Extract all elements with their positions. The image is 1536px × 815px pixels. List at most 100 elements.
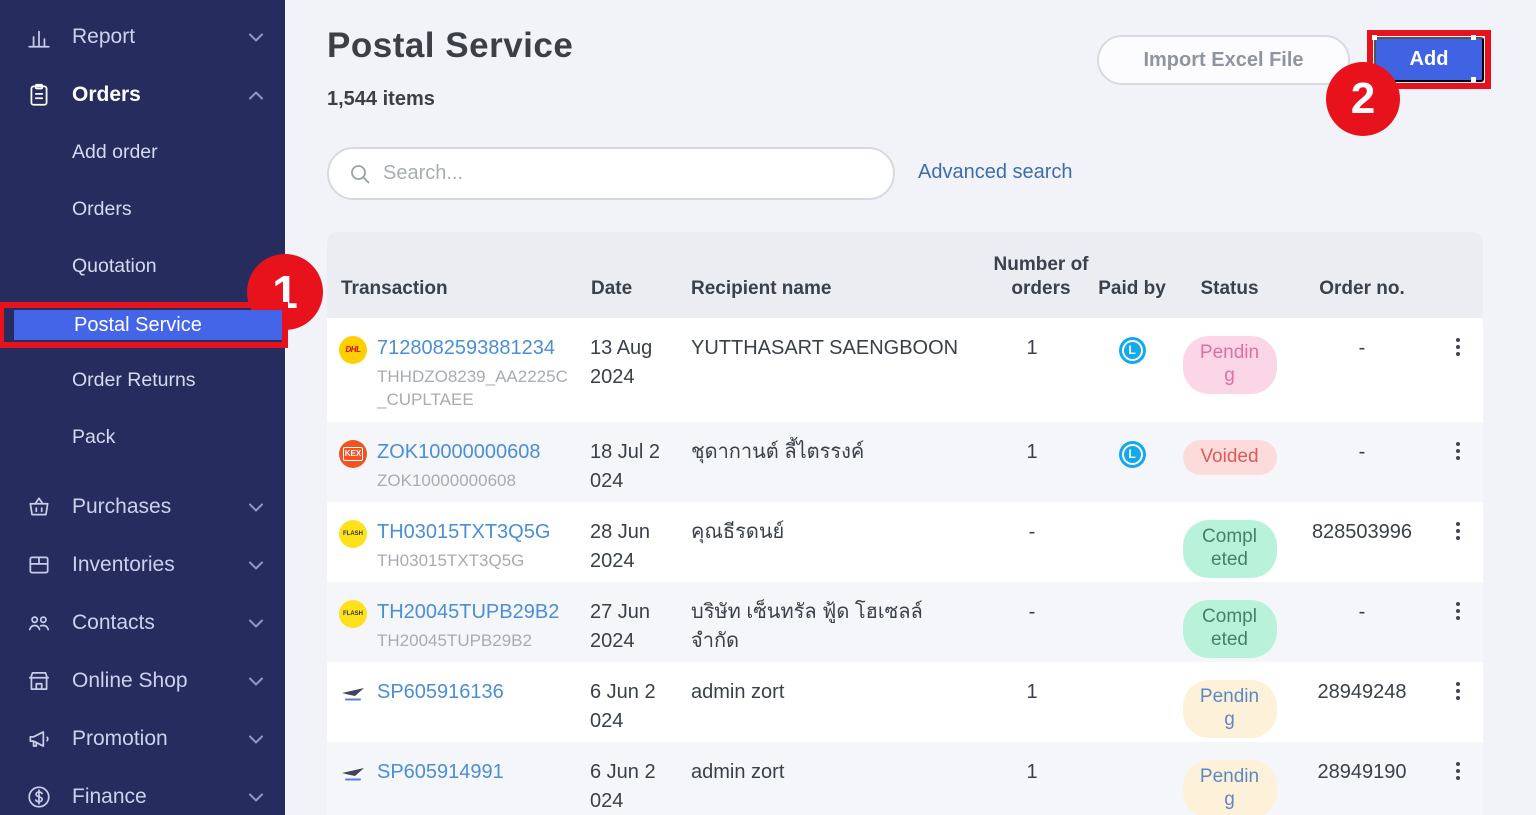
sidebar: Report Orders Add order Orders Quotation… <box>0 0 323 815</box>
col-header-transaction: Transaction <box>341 278 448 300</box>
dollar-icon <box>24 784 54 810</box>
tracking-link[interactable]: 7128082593881234 <box>377 337 555 359</box>
annotation-step-2-box: Add <box>1367 30 1491 89</box>
paid-by-line-icon: L <box>1118 441 1146 469</box>
sp-logo-icon <box>339 760 367 788</box>
recipient-cell: บริษัท เซ็นทรัล ฟู้ด โฮเซลล์ จำกัด <box>691 601 923 652</box>
dhl-logo-icon: DHL <box>339 336 367 364</box>
bar-chart-icon <box>24 24 54 50</box>
advanced-search-link[interactable]: Advanced search <box>918 161 1073 183</box>
import-excel-button[interactable]: Import Excel File <box>1097 35 1350 85</box>
tracking-link[interactable]: TH03015TXT3Q5G <box>377 521 551 543</box>
add-button[interactable]: Add <box>1374 37 1484 82</box>
sidebar-item-postal-service[interactable]: Postal Service <box>14 310 282 340</box>
chevron-up-icon <box>249 91 263 99</box>
row-menu-button[interactable] <box>1448 602 1468 620</box>
search-input[interactable] <box>383 162 873 185</box>
sidebar-item-report[interactable]: Report <box>0 8 285 66</box>
main-content: Postal Service 1,544 items Import Excel … <box>285 0 1536 815</box>
date-cell: 6 Jun 2024 <box>590 761 656 812</box>
row-menu-button[interactable] <box>1448 338 1468 356</box>
sidebar-item-purchases[interactable]: Purchases <box>0 478 285 536</box>
order-no-cell: - <box>1358 601 1366 623</box>
status-badge: Completed <box>1182 600 1277 658</box>
status-badge: Voided <box>1182 440 1277 475</box>
sidebar-subitem-orders[interactable]: Orders <box>72 198 132 220</box>
recipient-cell: ชุดากานต์ ลี้ไตรรงค์ <box>691 441 865 463</box>
order-no-cell: - <box>1358 337 1366 359</box>
row-menu-button[interactable] <box>1448 522 1468 540</box>
status-badge: Pending <box>1182 680 1277 738</box>
tracking-link[interactable]: ZOK10000000608 <box>377 441 541 463</box>
box-icon <box>24 552 54 578</box>
annotation-step-2-number: 2 <box>1350 74 1376 123</box>
sidebar-item-promotion[interactable]: Promotion <box>0 710 285 768</box>
search-icon <box>351 164 370 183</box>
item-count: 1,544 items <box>327 88 435 110</box>
storefront-icon <box>24 668 54 694</box>
selection-handle <box>1471 77 1476 82</box>
table-row: DHL 7128082593881234 THHDZO8239_AA2225C_… <box>327 318 1483 422</box>
people-icon <box>24 610 54 636</box>
tracking-subtext: THHDZO8239_AA2225C_CUPLTAEE <box>377 367 568 409</box>
search-box <box>327 147 895 200</box>
sidebar-item-online-shop[interactable]: Online Shop <box>0 652 285 710</box>
table-row: SP605914991 6 Jun 2024 admin zort 1 Pend… <box>327 742 1483 815</box>
row-menu-button[interactable] <box>1448 682 1468 700</box>
orders-count-cell: - <box>1028 601 1036 623</box>
chevron-down-icon <box>249 33 263 41</box>
basket-icon <box>24 494 54 520</box>
row-menu-button[interactable] <box>1448 762 1468 780</box>
recipient-cell: คุณธีรดนย์ <box>691 521 785 543</box>
sidebar-item-label: Postal Service <box>74 313 202 336</box>
tracking-link[interactable]: SP605916136 <box>377 681 504 703</box>
sidebar-item-orders[interactable]: Orders <box>0 66 285 124</box>
chevron-down-icon <box>249 561 263 569</box>
recipient-cell: YUTTHASART SAENGBOON <box>691 337 959 359</box>
postal-table: Transaction Date Recipient name Number o… <box>327 232 1483 815</box>
annotation-step-1-box: Postal Service <box>0 302 288 348</box>
col-header-paid-by: Paid by <box>1098 278 1166 300</box>
chevron-down-icon <box>249 677 263 685</box>
kex-logo-icon: KEX <box>339 440 367 468</box>
clipboard-icon <box>24 82 54 108</box>
order-no-cell: 28949248 <box>1317 681 1407 703</box>
orders-count-cell: - <box>1028 521 1036 543</box>
col-header-status: Status <box>1200 278 1259 300</box>
date-cell: 6 Jun 2024 <box>590 681 656 732</box>
tracking-subtext: TH03015TXT3Q5G <box>377 551 525 570</box>
tracking-subtext: TH20045TUPB29B2 <box>377 631 532 650</box>
row-menu-button[interactable] <box>1448 442 1468 460</box>
tracking-link[interactable]: SP605914991 <box>377 761 504 783</box>
date-cell: 28 Jun 2024 <box>590 521 651 572</box>
status-badge: Pending <box>1182 336 1277 394</box>
sidebar-item-finance[interactable]: Finance <box>0 768 285 815</box>
order-no-cell: 828503996 <box>1311 521 1413 543</box>
sidebar-item-contacts[interactable]: Contacts <box>0 594 285 652</box>
orders-count-cell: 1 <box>1026 337 1038 359</box>
sidebar-subitem-quotation[interactable]: Quotation <box>72 255 157 277</box>
orders-count-cell: 1 <box>1026 761 1038 783</box>
chevron-down-icon <box>249 793 263 801</box>
tracking-link[interactable]: TH20045TUPB29B2 <box>377 601 560 623</box>
sidebar-subitem-add-order[interactable]: Add order <box>72 141 158 163</box>
status-badge: Pending <box>1182 760 1277 815</box>
date-cell: 13 Aug 2024 <box>590 337 653 388</box>
annotation-step-2-circle: 2 <box>1326 62 1400 136</box>
col-header-date: Date <box>591 278 633 300</box>
paid-by-line-icon: L <box>1118 337 1146 365</box>
recipient-cell: admin zort <box>691 761 785 783</box>
selection-handle <box>1471 35 1476 40</box>
date-cell: 18 Jul 2024 <box>590 441 661 492</box>
recipient-cell: admin zort <box>691 681 785 703</box>
orders-count-cell: 1 <box>1026 441 1038 463</box>
chevron-down-icon <box>249 619 263 627</box>
sidebar-subitem-order-returns[interactable]: Order Returns <box>72 369 196 391</box>
col-header-recipient: Recipient name <box>691 278 832 300</box>
sidebar-item-inventories[interactable]: Inventories <box>0 536 285 594</box>
table-row: FLASH TH20045TUPB29B2 TH20045TUPB29B2 27… <box>327 582 1483 662</box>
sp-logo-icon <box>339 680 367 708</box>
status-badge: Completed <box>1182 520 1277 578</box>
sidebar-subitem-pack[interactable]: Pack <box>72 426 116 448</box>
page-title: Postal Service <box>327 26 574 65</box>
